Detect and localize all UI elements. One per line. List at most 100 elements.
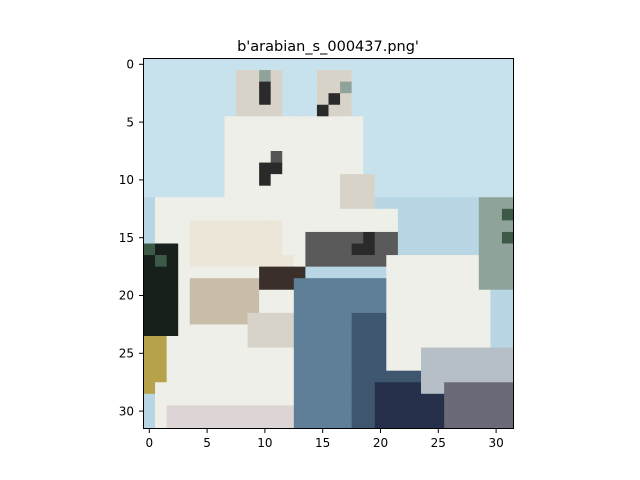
image-pixel xyxy=(432,81,445,94)
image-pixel xyxy=(166,70,179,83)
image-pixel xyxy=(501,347,514,360)
image-pixel xyxy=(328,312,341,325)
image-pixel xyxy=(409,336,422,348)
image-pixel xyxy=(224,243,237,256)
image-pixel xyxy=(455,289,468,302)
image-pixel xyxy=(201,185,214,198)
image-pixel xyxy=(421,405,433,418)
image-pixel xyxy=(247,255,260,268)
image-pixel xyxy=(409,220,422,233)
image-pixel xyxy=(259,347,272,360)
image-pixel xyxy=(166,336,179,348)
image-pixel xyxy=(178,197,191,210)
image-pixel xyxy=(143,151,156,163)
image-pixel xyxy=(224,174,237,187)
image-pixel xyxy=(247,324,260,337)
image-pixel xyxy=(316,81,329,94)
image-pixel xyxy=(432,197,445,210)
image-pixel xyxy=(259,139,272,152)
image-pixel xyxy=(340,81,353,94)
image-pixel xyxy=(386,301,399,314)
image-pixel xyxy=(455,139,468,152)
image-pixel xyxy=(432,162,445,175)
image-pixel xyxy=(328,185,341,198)
image-pixel xyxy=(155,58,168,71)
image-pixel xyxy=(432,312,445,325)
image-pixel xyxy=(490,58,503,71)
image-pixel xyxy=(501,359,514,372)
image-pixel xyxy=(270,174,283,187)
image-pixel xyxy=(432,347,445,360)
image-pixel xyxy=(490,116,503,129)
image-pixel xyxy=(282,243,295,256)
image-pixel xyxy=(432,416,445,429)
image-pixel xyxy=(166,289,179,302)
image-pixel xyxy=(328,393,341,406)
image-pixel xyxy=(351,58,364,71)
image-pixel xyxy=(363,382,376,395)
image-pixel xyxy=(455,162,468,175)
image-pixel xyxy=(189,81,202,94)
image-pixel xyxy=(282,174,295,187)
image-pixel xyxy=(201,220,214,233)
image-pixel xyxy=(478,139,491,152)
image-pixel xyxy=(340,208,353,221)
y-tick: 20 xyxy=(119,289,143,303)
image-pixel xyxy=(490,336,503,348)
image-pixel xyxy=(374,324,387,337)
image-pixel xyxy=(178,382,191,395)
image-pixel xyxy=(409,104,422,117)
image-pixel xyxy=(316,301,329,314)
image-pixel xyxy=(212,359,225,372)
image-pixel xyxy=(212,104,225,117)
image-pixel xyxy=(236,151,248,163)
image-pixel xyxy=(212,231,225,244)
image-pixel xyxy=(224,301,237,314)
image-pixel xyxy=(143,104,156,117)
image-pixel xyxy=(455,324,468,337)
image-pixel xyxy=(189,336,202,348)
image-pixel xyxy=(305,116,318,129)
image-pixel xyxy=(409,312,422,325)
image-pixel xyxy=(155,255,168,268)
image-pixel xyxy=(386,104,399,117)
image-pixel xyxy=(374,70,387,83)
image-pixel xyxy=(189,243,202,256)
image-pixel xyxy=(397,208,410,221)
image-pixel xyxy=(432,359,445,372)
image-pixel xyxy=(340,93,353,106)
image-pixel xyxy=(166,255,179,268)
image-pixel xyxy=(270,162,283,175)
image-pixel xyxy=(374,336,387,348)
image-pixel xyxy=(478,197,491,210)
image-pixel xyxy=(432,243,445,256)
axes-frame xyxy=(143,58,514,429)
image-pixel xyxy=(316,405,329,418)
image-pixel xyxy=(490,393,503,406)
image-pixel xyxy=(236,324,248,337)
image-pixel xyxy=(236,393,248,406)
image-pixel xyxy=(189,255,202,268)
image-pixel xyxy=(397,347,410,360)
image-pixel xyxy=(351,127,364,140)
image-pixel xyxy=(201,301,214,314)
image-pixel xyxy=(444,312,457,325)
image-pixel xyxy=(259,324,272,337)
image-pixel xyxy=(467,278,480,291)
image-pixel xyxy=(282,197,295,210)
image-pixel xyxy=(397,255,410,268)
image-pixel xyxy=(490,301,503,314)
x-tick-label: 20 xyxy=(373,436,388,450)
image-pixel xyxy=(201,127,214,140)
image-pixel xyxy=(444,324,457,337)
image-pixel xyxy=(305,336,318,348)
image-pixel xyxy=(397,185,410,198)
image-pixel xyxy=(305,370,318,383)
image-pixel xyxy=(305,93,318,106)
image-pixel xyxy=(351,93,364,106)
image-pixel xyxy=(259,312,272,325)
image-pixel xyxy=(166,81,179,94)
image-pixel xyxy=(409,185,422,198)
image-pixel xyxy=(455,266,468,279)
image-pixel xyxy=(328,208,341,221)
